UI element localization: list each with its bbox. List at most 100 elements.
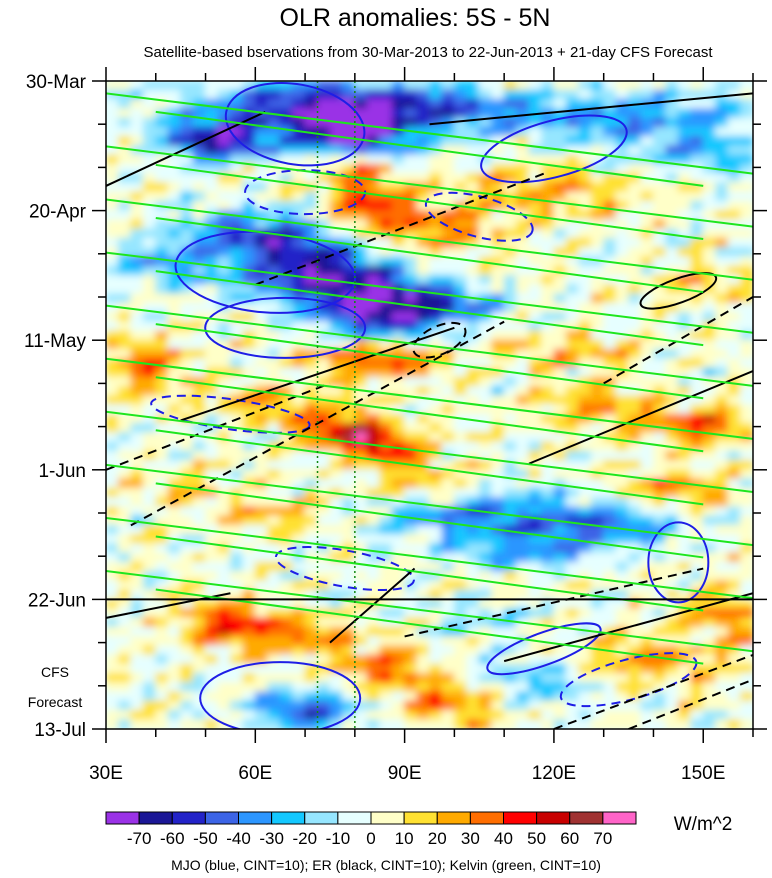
- heat-cell: [528, 265, 542, 276]
- heat-cell: [404, 200, 418, 212]
- heat-cell: [404, 423, 418, 434]
- heat-cell: [267, 617, 281, 628]
- heat-cell: [267, 136, 281, 147]
- heat-cell: [391, 413, 406, 425]
- heat-cell: [416, 515, 430, 526]
- heat-cell: [205, 719, 219, 729]
- heat-cell: [217, 237, 231, 249]
- heat-cell: [578, 497, 592, 508]
- heat-cell: [267, 460, 281, 471]
- heat-cell: [341, 265, 356, 276]
- heat-cell: [665, 552, 679, 563]
- heat-cell: [578, 626, 592, 637]
- heat-cell: [205, 700, 219, 711]
- heat-cell: [727, 358, 742, 369]
- heat-cell: [416, 524, 430, 536]
- heat-cell: [106, 321, 119, 332]
- heat-cell: [317, 210, 331, 221]
- heat-cell: [366, 469, 381, 480]
- heat-cell: [155, 99, 169, 110]
- heat-cell: [142, 460, 157, 471]
- heat-cell: [715, 617, 729, 628]
- heat-cell: [640, 561, 654, 573]
- heat-cell: [491, 487, 505, 499]
- heat-cell: [478, 385, 493, 397]
- heat-cell: [603, 700, 617, 711]
- heat-cell: [229, 441, 244, 452]
- heat-cell: [429, 598, 443, 610]
- heat-cell: [167, 561, 182, 573]
- heat-cell: [292, 330, 306, 341]
- heat-cell: [205, 413, 219, 425]
- heat-cell: [628, 191, 642, 202]
- heat-cell: [553, 404, 567, 415]
- heat-cell: [217, 626, 231, 637]
- heat-cell: [628, 663, 642, 674]
- heat-cell: [740, 506, 753, 517]
- heat-cell: [229, 506, 244, 517]
- heat-cell: [615, 663, 630, 674]
- heat-cell: [453, 580, 468, 591]
- heat-cell: [553, 460, 567, 471]
- heat-cell: [391, 672, 406, 684]
- heat-cell: [578, 154, 592, 165]
- heat-cell: [317, 515, 331, 526]
- heat-cell: [341, 367, 356, 378]
- heat-cell: [715, 635, 729, 647]
- heat-cell: [690, 99, 704, 110]
- heat-cell: [379, 163, 393, 175]
- heat-cell: [640, 506, 654, 517]
- heat-cell: [106, 552, 119, 563]
- heat-cell: [142, 423, 157, 434]
- heat-cell: [516, 682, 530, 693]
- heat-cell: [715, 571, 729, 582]
- heat-cell: [167, 358, 182, 369]
- heat-cell: [317, 228, 331, 239]
- heat-cell: [142, 617, 157, 628]
- heat-cell: [155, 580, 169, 591]
- heat-cell: [491, 191, 505, 202]
- heat-cell: [341, 478, 356, 489]
- heat-cell: [740, 228, 753, 239]
- heat-cell: [341, 663, 356, 674]
- heat-cell: [640, 265, 654, 276]
- heat-cell: [106, 571, 119, 582]
- heat-cell: [254, 617, 269, 628]
- heat-cell: [229, 645, 244, 656]
- heat-cell: [106, 524, 119, 536]
- heat-cell: [466, 432, 480, 443]
- heat-cell: [727, 136, 742, 147]
- heat-cell: [590, 497, 605, 508]
- heat-cell: [416, 700, 430, 711]
- heat-cell: [453, 293, 468, 304]
- heat-cell: [677, 404, 692, 415]
- heat-cell: [516, 358, 530, 369]
- heat-cell: [715, 99, 729, 110]
- heat-cell: [677, 635, 692, 647]
- heat-cell: [665, 719, 679, 729]
- heat-cell: [379, 219, 393, 230]
- heat-cell: [205, 709, 219, 721]
- heat-cell: [192, 645, 207, 656]
- heat-cell: [727, 163, 742, 175]
- heat-cell: [528, 719, 542, 729]
- heat-cell: [391, 247, 406, 258]
- mjo-contour: [204, 296, 367, 359]
- heat-cell: [391, 173, 406, 184]
- heat-cell: [205, 469, 219, 480]
- heat-cell: [466, 450, 480, 462]
- heat-cell: [677, 543, 692, 554]
- heat-cell: [106, 497, 119, 508]
- heat-cell: [715, 274, 729, 286]
- heat-cell: [279, 247, 294, 258]
- heat-cell: [180, 645, 194, 656]
- heat-cell: [553, 126, 567, 138]
- heat-cell: [142, 293, 157, 304]
- heat-cell: [553, 385, 567, 397]
- heat-cell: [640, 237, 654, 249]
- heat-cell: [279, 524, 294, 536]
- heat-cell: [715, 321, 729, 332]
- heat-cell: [304, 108, 319, 119]
- heat-cell: [279, 237, 294, 249]
- heat-cell: [727, 672, 742, 684]
